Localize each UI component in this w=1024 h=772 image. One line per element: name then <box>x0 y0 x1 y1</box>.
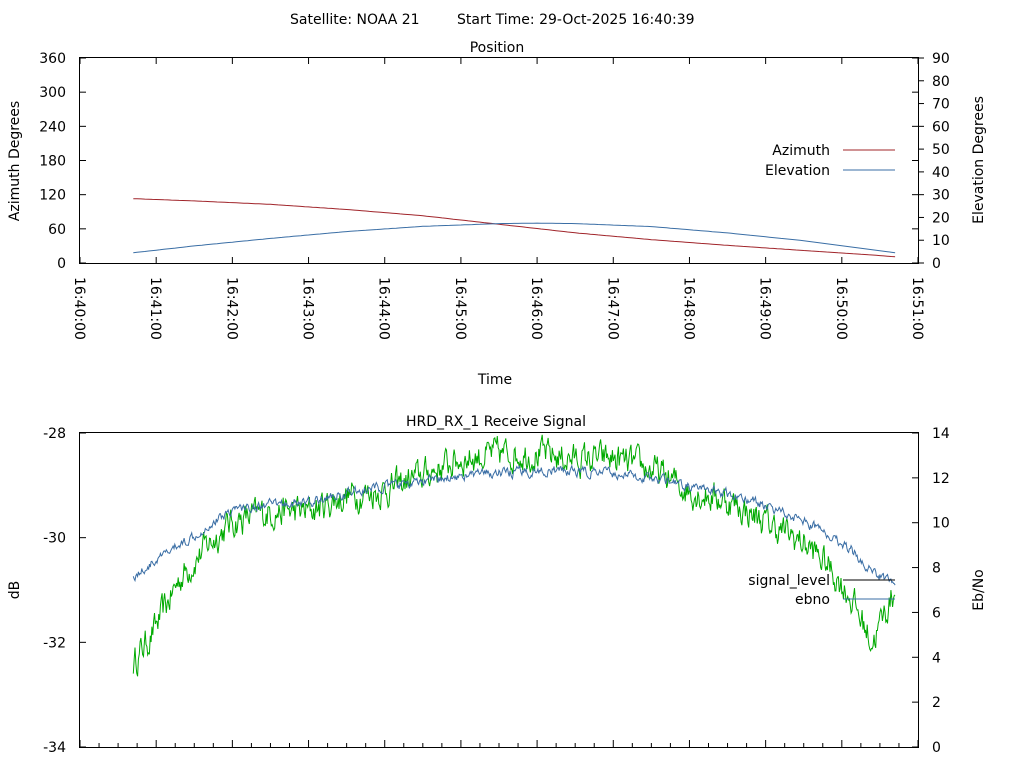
signal-y2-tick-label: 12 <box>932 471 950 487</box>
position-x-tick-label: 16:40:00 <box>71 277 87 340</box>
signal-plot-frame <box>79 432 919 748</box>
signal-series-line-signal_level <box>132 434 896 677</box>
position-x-tick-label: 16:44:00 <box>376 277 392 340</box>
position-y2-tick-label: 80 <box>932 74 950 90</box>
signal-y2-tick-label: 10 <box>932 516 950 532</box>
signal-y-tick-label: -32 <box>43 635 66 651</box>
position-y2-tick-label: 90 <box>932 51 950 67</box>
position-x-axis: 16:40:00 16:41:00 16:42:00 16:43:00 16:44:00… <box>71 58 925 340</box>
position-y2-tick-label: 0 <box>932 256 941 272</box>
position-y2-tick-label: 70 <box>932 97 950 113</box>
position-y-tick-label: 180 <box>39 154 66 170</box>
position-x-tick-label: 16:48:00 <box>680 277 696 340</box>
signal-series <box>132 434 896 677</box>
position-x-tick-label: 16:43:00 <box>300 277 316 340</box>
signal-y2-tick-label: 8 <box>932 561 941 577</box>
position-legend-label: Elevation <box>765 163 830 179</box>
position-chart-title: Position <box>470 40 525 56</box>
signal-y-tick-label: -28 <box>43 426 66 442</box>
signal-y2-tick-label: 2 <box>932 695 941 711</box>
signal-y2-tick-label: 6 <box>932 605 941 621</box>
signal-y-tick-label: -30 <box>43 531 66 547</box>
position-y2-axis: 0 10 20 30 40 50 60 70 80 90 <box>918 51 950 272</box>
signal-y-axis-label: dB <box>7 581 23 600</box>
position-y-tick-label: 0 <box>57 256 66 272</box>
position-y2-axis-label: Elevation Degrees <box>971 96 987 224</box>
position-y2-tick-label: 30 <box>932 188 950 204</box>
signal-y-axis: -34 -32 -30 -28 <box>43 426 86 756</box>
start-time-label: Start Time: 29-Oct-2025 16:40:39 <box>457 12 695 28</box>
position-x-tick-label: 16:42:00 <box>223 277 239 340</box>
signal-y2-tick-label: 4 <box>932 650 941 666</box>
position-series <box>133 198 896 258</box>
position-y-tick-label: 360 <box>39 51 66 67</box>
position-x-tick-label: 16:49:00 <box>757 277 773 340</box>
position-y-axis: 0 60 120 180 240 300 360 <box>39 51 918 272</box>
position-y2-tick-label: 20 <box>932 210 950 226</box>
position-x-tick-label: 16:47:00 <box>604 277 620 340</box>
position-y2-tick-label: 40 <box>932 165 950 181</box>
signal-legend-label: ebno <box>795 592 830 608</box>
satellite-label: Satellite: NOAA 21 <box>290 12 420 28</box>
signal-y2-tick-label: 0 <box>932 740 941 756</box>
position-x-axis-label: Time <box>477 372 512 388</box>
position-y2-tick-label: 10 <box>932 233 950 249</box>
position-series-line-azimuth <box>133 198 896 258</box>
position-x-tick-label: 16:50:00 <box>833 277 849 340</box>
signal-series-line-ebno <box>132 464 896 586</box>
signal-legend-label: signal_level <box>748 573 830 589</box>
position-legend-label: Azimuth <box>772 143 830 159</box>
position-y-tick-label: 240 <box>39 119 66 135</box>
signal-y2-axis: 0 2 4 6 8 10 12 14 <box>912 426 950 756</box>
signal-x-axis <box>79 740 919 747</box>
position-y-tick-label: 60 <box>48 222 66 238</box>
position-y-tick-label: 300 <box>39 85 66 101</box>
position-x-tick-label: 16:41:00 <box>147 277 163 340</box>
position-y-axis-label: Azimuth Degrees <box>7 101 23 221</box>
signal-chart-title: HRD_RX_1 Receive Signal <box>406 414 586 430</box>
signal-y-tick-label: -34 <box>43 740 66 756</box>
position-x-tick-label: 16:46:00 <box>528 277 544 340</box>
signal-y2-tick-label: 14 <box>932 426 950 442</box>
position-x-tick-label: 16:51:00 <box>909 277 925 340</box>
position-y2-tick-label: 60 <box>932 119 950 135</box>
position-series-line-elevation <box>133 222 896 254</box>
signal-y2-axis-label: Eb/No <box>971 569 987 611</box>
position-x-tick-label: 16:45:00 <box>452 277 468 340</box>
position-y-tick-label: 120 <box>39 188 66 204</box>
position-y2-tick-label: 50 <box>932 142 950 158</box>
position-plot-frame <box>79 57 919 264</box>
position-legend: Azimuth Elevation <box>765 143 895 179</box>
